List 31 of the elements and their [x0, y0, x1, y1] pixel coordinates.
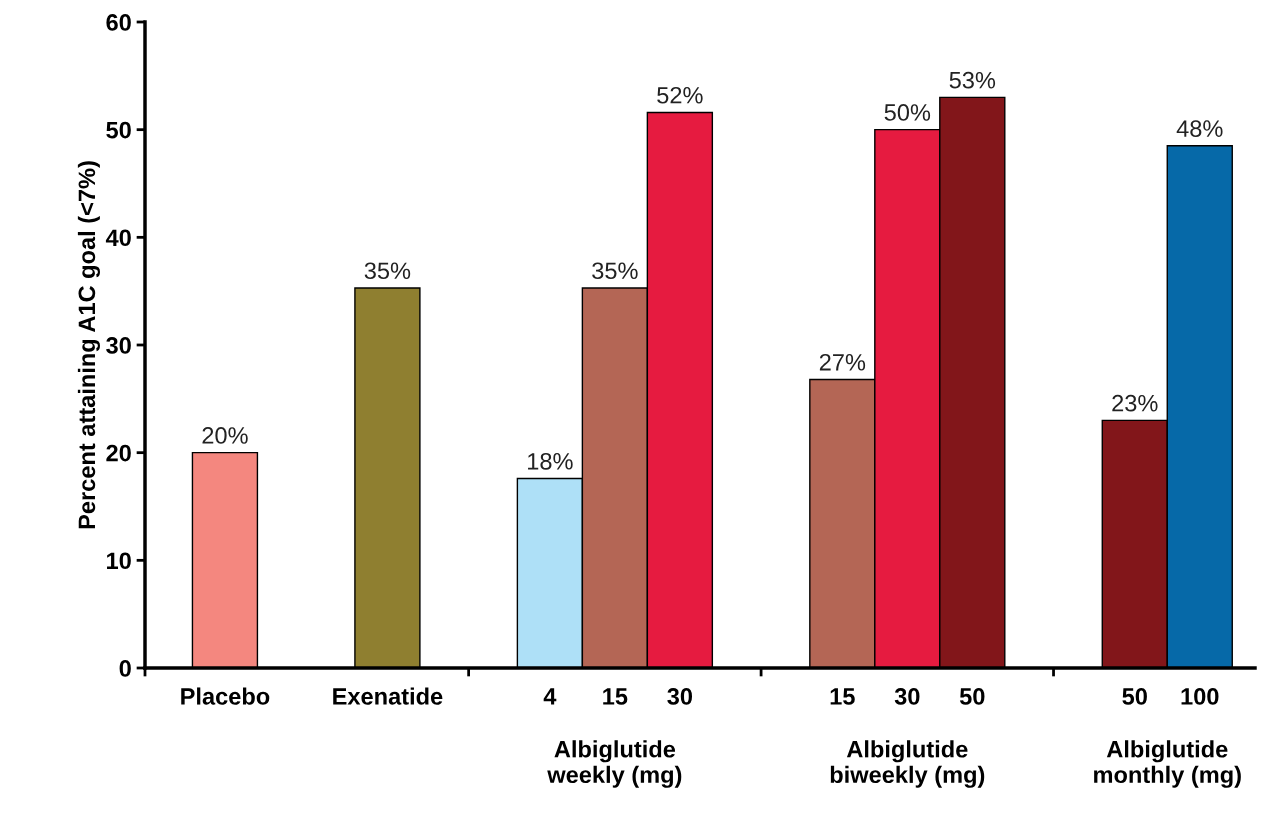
x-tick-label: 30	[894, 688, 920, 705]
data-label: 35%	[592, 262, 638, 280]
x-tick-label: 4	[543, 688, 557, 705]
x-tick-label: 30	[667, 688, 693, 705]
data-label: 27%	[819, 353, 866, 371]
x-tick-label: 15	[603, 688, 628, 705]
x-tick-label: Placebo	[181, 687, 270, 705]
data-label: 20%	[202, 427, 248, 444]
y-tick-label: 40	[105, 229, 131, 247]
x-tick-label: 100	[1181, 688, 1219, 705]
text: Albiglutide monthly (mg)	[1094, 740, 1241, 788]
data-label: 52%	[657, 86, 703, 104]
x-tick-label: 15	[830, 688, 855, 705]
x-tick-label: 50	[1122, 688, 1147, 705]
y-tick-label: 20	[106, 444, 131, 462]
x-tick-label: Exenatide	[333, 687, 443, 705]
data-label: 48%	[1176, 120, 1223, 137]
data-label: 23%	[1112, 394, 1158, 412]
text: Albiglutide biweekly (mg)	[830, 740, 985, 788]
data-label: 35%	[364, 262, 411, 280]
y-tick-label: 60	[106, 14, 131, 31]
y-tick-label: 50	[106, 121, 131, 139]
y-tick-label: 0	[119, 660, 131, 677]
x-tick-label: 50	[959, 688, 985, 705]
text: Albiglutide weekly (mg)	[547, 740, 682, 788]
y-axis-title: Percent attaining A1C goal (<7%)	[77, 161, 100, 529]
data-label: 53%	[949, 71, 996, 89]
y-tick-label: 30	[106, 337, 131, 354]
data-label: 50%	[884, 104, 931, 121]
y-tick-label: 10	[107, 552, 131, 570]
data-label: 18%	[528, 452, 573, 470]
